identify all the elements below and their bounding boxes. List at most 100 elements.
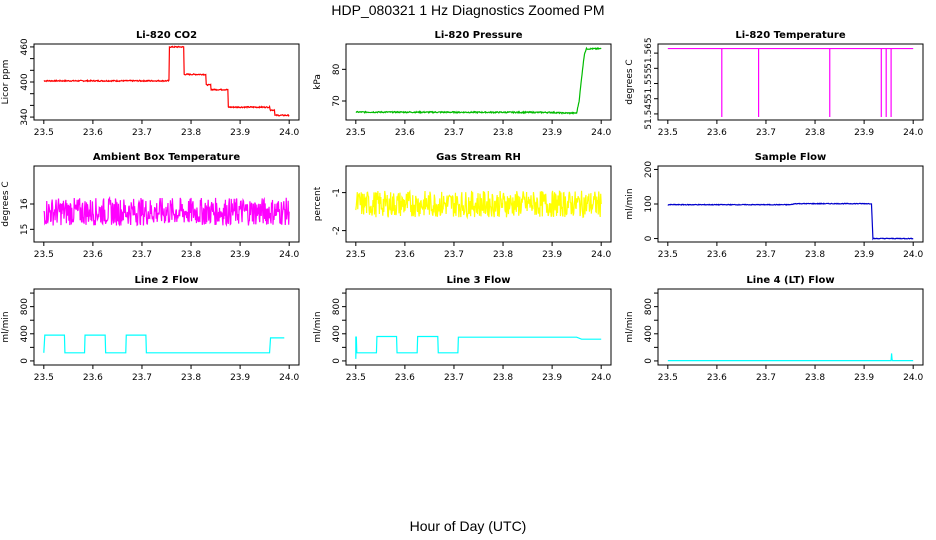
plot-frame [33, 43, 300, 121]
x-tick-label: 23.9 [542, 373, 562, 383]
y-axis-label: ml/min [1, 311, 11, 342]
x-tick-label: 23.8 [805, 373, 825, 383]
y-axis-label: kPa [313, 74, 323, 90]
plot-frame [657, 288, 924, 366]
x-tick-label: 23.7 [444, 128, 464, 138]
x-tick-label: 24.0 [903, 250, 923, 260]
series-line [43, 196, 290, 228]
x-tick-label: 23.6 [707, 128, 727, 138]
x-tick-label: 24.0 [591, 250, 611, 260]
y-tick-label: -1 [332, 188, 342, 197]
x-tick-label: 23.9 [230, 373, 250, 383]
chart-title: Ambient Box Temperature [93, 152, 240, 163]
series-line [355, 46, 602, 115]
series-line [355, 335, 602, 359]
y-tick-label: 70 [332, 95, 342, 107]
plot-frame [345, 43, 612, 121]
x-tick-label: 24.0 [903, 128, 923, 138]
x-tick-label: 24.0 [591, 373, 611, 383]
x-tick-label: 24.0 [279, 128, 299, 138]
x-tick-label: 23.5 [34, 373, 54, 383]
y-tick-label: 460 [20, 38, 30, 55]
x-tick-label: 24.0 [279, 250, 299, 260]
x-axis-title: Hour of Day (UTC) [409, 518, 527, 534]
y-axis-label: ml/min [625, 188, 635, 219]
series-line [667, 202, 914, 241]
figure-title: HDP_080321 1 Hz Diagnostics Zoomed PM [331, 2, 605, 18]
series-line [667, 353, 914, 362]
y-tick-label: 0 [644, 235, 654, 241]
y-tick-label: -2 [332, 226, 342, 235]
x-tick-label: 23.9 [542, 250, 562, 260]
y-axis-label: percent [313, 186, 323, 221]
x-tick-label: 23.8 [181, 250, 201, 260]
chart-title: Line 3 Flow [447, 275, 511, 286]
chart-title: Li-820 Pressure [434, 30, 522, 41]
x-tick-label: 23.6 [83, 250, 103, 260]
y-tick-label: 800 [644, 298, 654, 315]
x-tick-label: 23.5 [346, 373, 366, 383]
chart-panel: Li-820 Pressure 23.5 23.6 23.7 23.8 23.9 24.0 7… [313, 30, 612, 138]
x-tick-label: 23.5 [658, 250, 678, 260]
chart-panel: Li-820 CO2 23.5 23.6 23.7 23.8 23.9 24.0 340 400… [1, 30, 300, 138]
plot-frame [345, 288, 612, 366]
x-tick-label: 23.5 [658, 373, 678, 383]
x-tick-label: 23.5 [34, 250, 54, 260]
plot-frame [33, 288, 300, 366]
y-axis-label: degrees C [1, 181, 11, 226]
chart-panel: Ambient Box Temperature 23.5 23.6 23.7 23.8 2… [1, 152, 300, 260]
x-tick-label: 23.9 [854, 250, 874, 260]
x-tick-label: 23.7 [444, 373, 464, 383]
y-tick-label: 400 [644, 325, 654, 342]
y-tick-label: 16 [20, 198, 30, 210]
x-tick-label: 23.9 [230, 128, 250, 138]
chart-title: Li-820 CO2 [136, 30, 197, 41]
x-tick-label: 23.8 [493, 250, 513, 260]
x-tick-label: 23.8 [805, 250, 825, 260]
series-line [43, 334, 285, 354]
x-tick-label: 23.7 [132, 128, 152, 138]
x-tick-label: 23.9 [854, 373, 874, 383]
y-axis-label: Licor ppm [1, 60, 11, 105]
series-line [355, 189, 602, 220]
x-tick-label: 23.7 [756, 250, 776, 260]
series-line [43, 45, 290, 118]
y-axis-label: ml/min [313, 311, 323, 342]
y-tick-label: 51.555 [644, 68, 654, 100]
x-tick-label: 23.7 [756, 373, 776, 383]
x-tick-label: 23.5 [346, 128, 366, 138]
y-tick-label: 340 [20, 108, 30, 125]
y-tick-label: 200 [644, 161, 654, 178]
x-tick-label: 23.8 [493, 373, 513, 383]
x-tick-label: 23.6 [395, 373, 415, 383]
plot-frame [345, 165, 612, 243]
x-tick-label: 23.7 [132, 250, 152, 260]
y-axis-label: ml/min [625, 311, 635, 342]
chart-title: Line 4 (LT) Flow [746, 275, 834, 286]
chart-title: Gas Stream RH [436, 152, 521, 163]
series-line [667, 47, 914, 117]
x-tick-label: 23.5 [34, 128, 54, 138]
y-tick-label: 15 [20, 224, 30, 235]
y-tick-label: 51.565 [644, 37, 654, 68]
y-tick-label: 51.545 [644, 98, 654, 130]
x-tick-label: 23.6 [395, 250, 415, 260]
plot-frame [657, 165, 924, 243]
y-tick-label: 100 [644, 195, 654, 212]
x-tick-label: 23.8 [181, 128, 201, 138]
y-tick-label: 80 [332, 63, 342, 75]
x-tick-label: 23.7 [132, 373, 152, 383]
chart-panel: Line 3 Flow 23.5 23.6 23.7 23.8 23.9 24.0 0 400 8… [313, 275, 612, 383]
y-tick-label: 0 [332, 358, 342, 364]
x-tick-label: 23.6 [395, 128, 415, 138]
x-tick-label: 23.6 [83, 128, 103, 138]
chart-panel: Sample Flow 23.5 23.6 23.7 23.8 23.9 24.0 0 100 2… [625, 152, 924, 260]
x-tick-label: 23.9 [854, 128, 874, 138]
x-tick-label: 23.8 [805, 128, 825, 138]
chart-panel: Line 4 (LT) Flow 23.5 23.6 23.7 23.8 23.9 24.0… [625, 275, 924, 383]
y-tick-label: 400 [20, 73, 30, 90]
y-tick-label: 400 [332, 325, 342, 342]
chart-panel: Li-820 Temperature 23.5 23.6 23.7 23.8 23.9 24… [625, 30, 924, 138]
x-tick-label: 24.0 [903, 373, 923, 383]
